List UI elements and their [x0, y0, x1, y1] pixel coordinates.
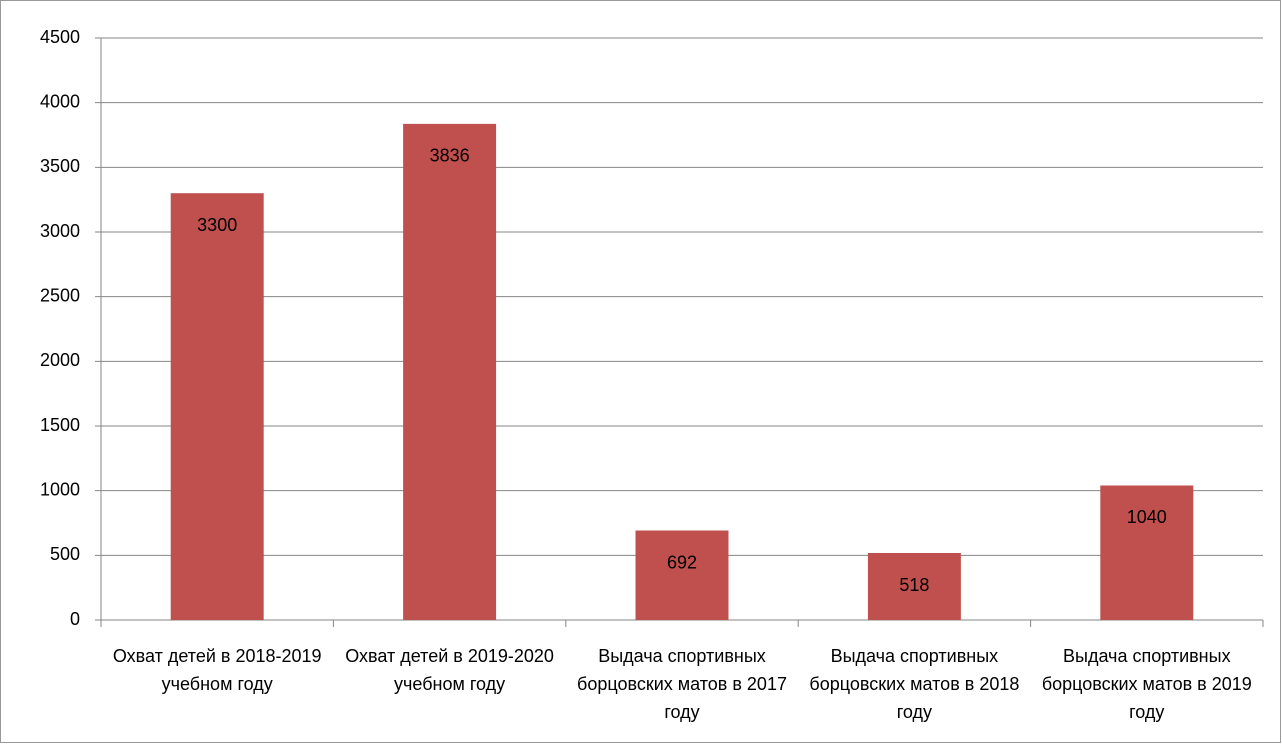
bar — [635, 530, 729, 620]
y-tick-label: 4000 — [40, 91, 80, 111]
y-tick-label: 500 — [50, 544, 80, 564]
data-label: 1040 — [1127, 507, 1167, 527]
y-tick-label: 4500 — [40, 27, 80, 47]
data-label: 3300 — [197, 215, 237, 235]
bar — [1100, 485, 1194, 620]
y-tick-label: 2000 — [40, 350, 80, 370]
y-tick-label: 1500 — [40, 415, 80, 435]
y-tick-label: 3000 — [40, 221, 80, 241]
y-tick-label: 3500 — [40, 156, 80, 176]
data-label: 3836 — [430, 146, 470, 166]
bar — [170, 193, 264, 620]
y-tick-label: 2500 — [40, 285, 80, 305]
x-tick-label: Охват детей в 2019-2020 учебном году — [345, 646, 554, 694]
x-tick-label: Охват детей в 2018-2019 учебном году — [112, 646, 322, 694]
x-tick-label: Выдача спортивных борцовских матов в 201… — [1041, 646, 1252, 722]
data-label: 692 — [667, 552, 697, 572]
bar — [867, 553, 961, 620]
y-tick-label: 0 — [70, 609, 80, 629]
x-tick-label: Выдача спортивных борцовских матов в 201… — [577, 646, 787, 722]
bar — [403, 123, 497, 621]
x-tick-label: Выдача спортивных борцовских матов в 201… — [809, 646, 1020, 722]
data-label: 518 — [899, 575, 929, 595]
y-tick-label: 1000 — [40, 479, 80, 499]
